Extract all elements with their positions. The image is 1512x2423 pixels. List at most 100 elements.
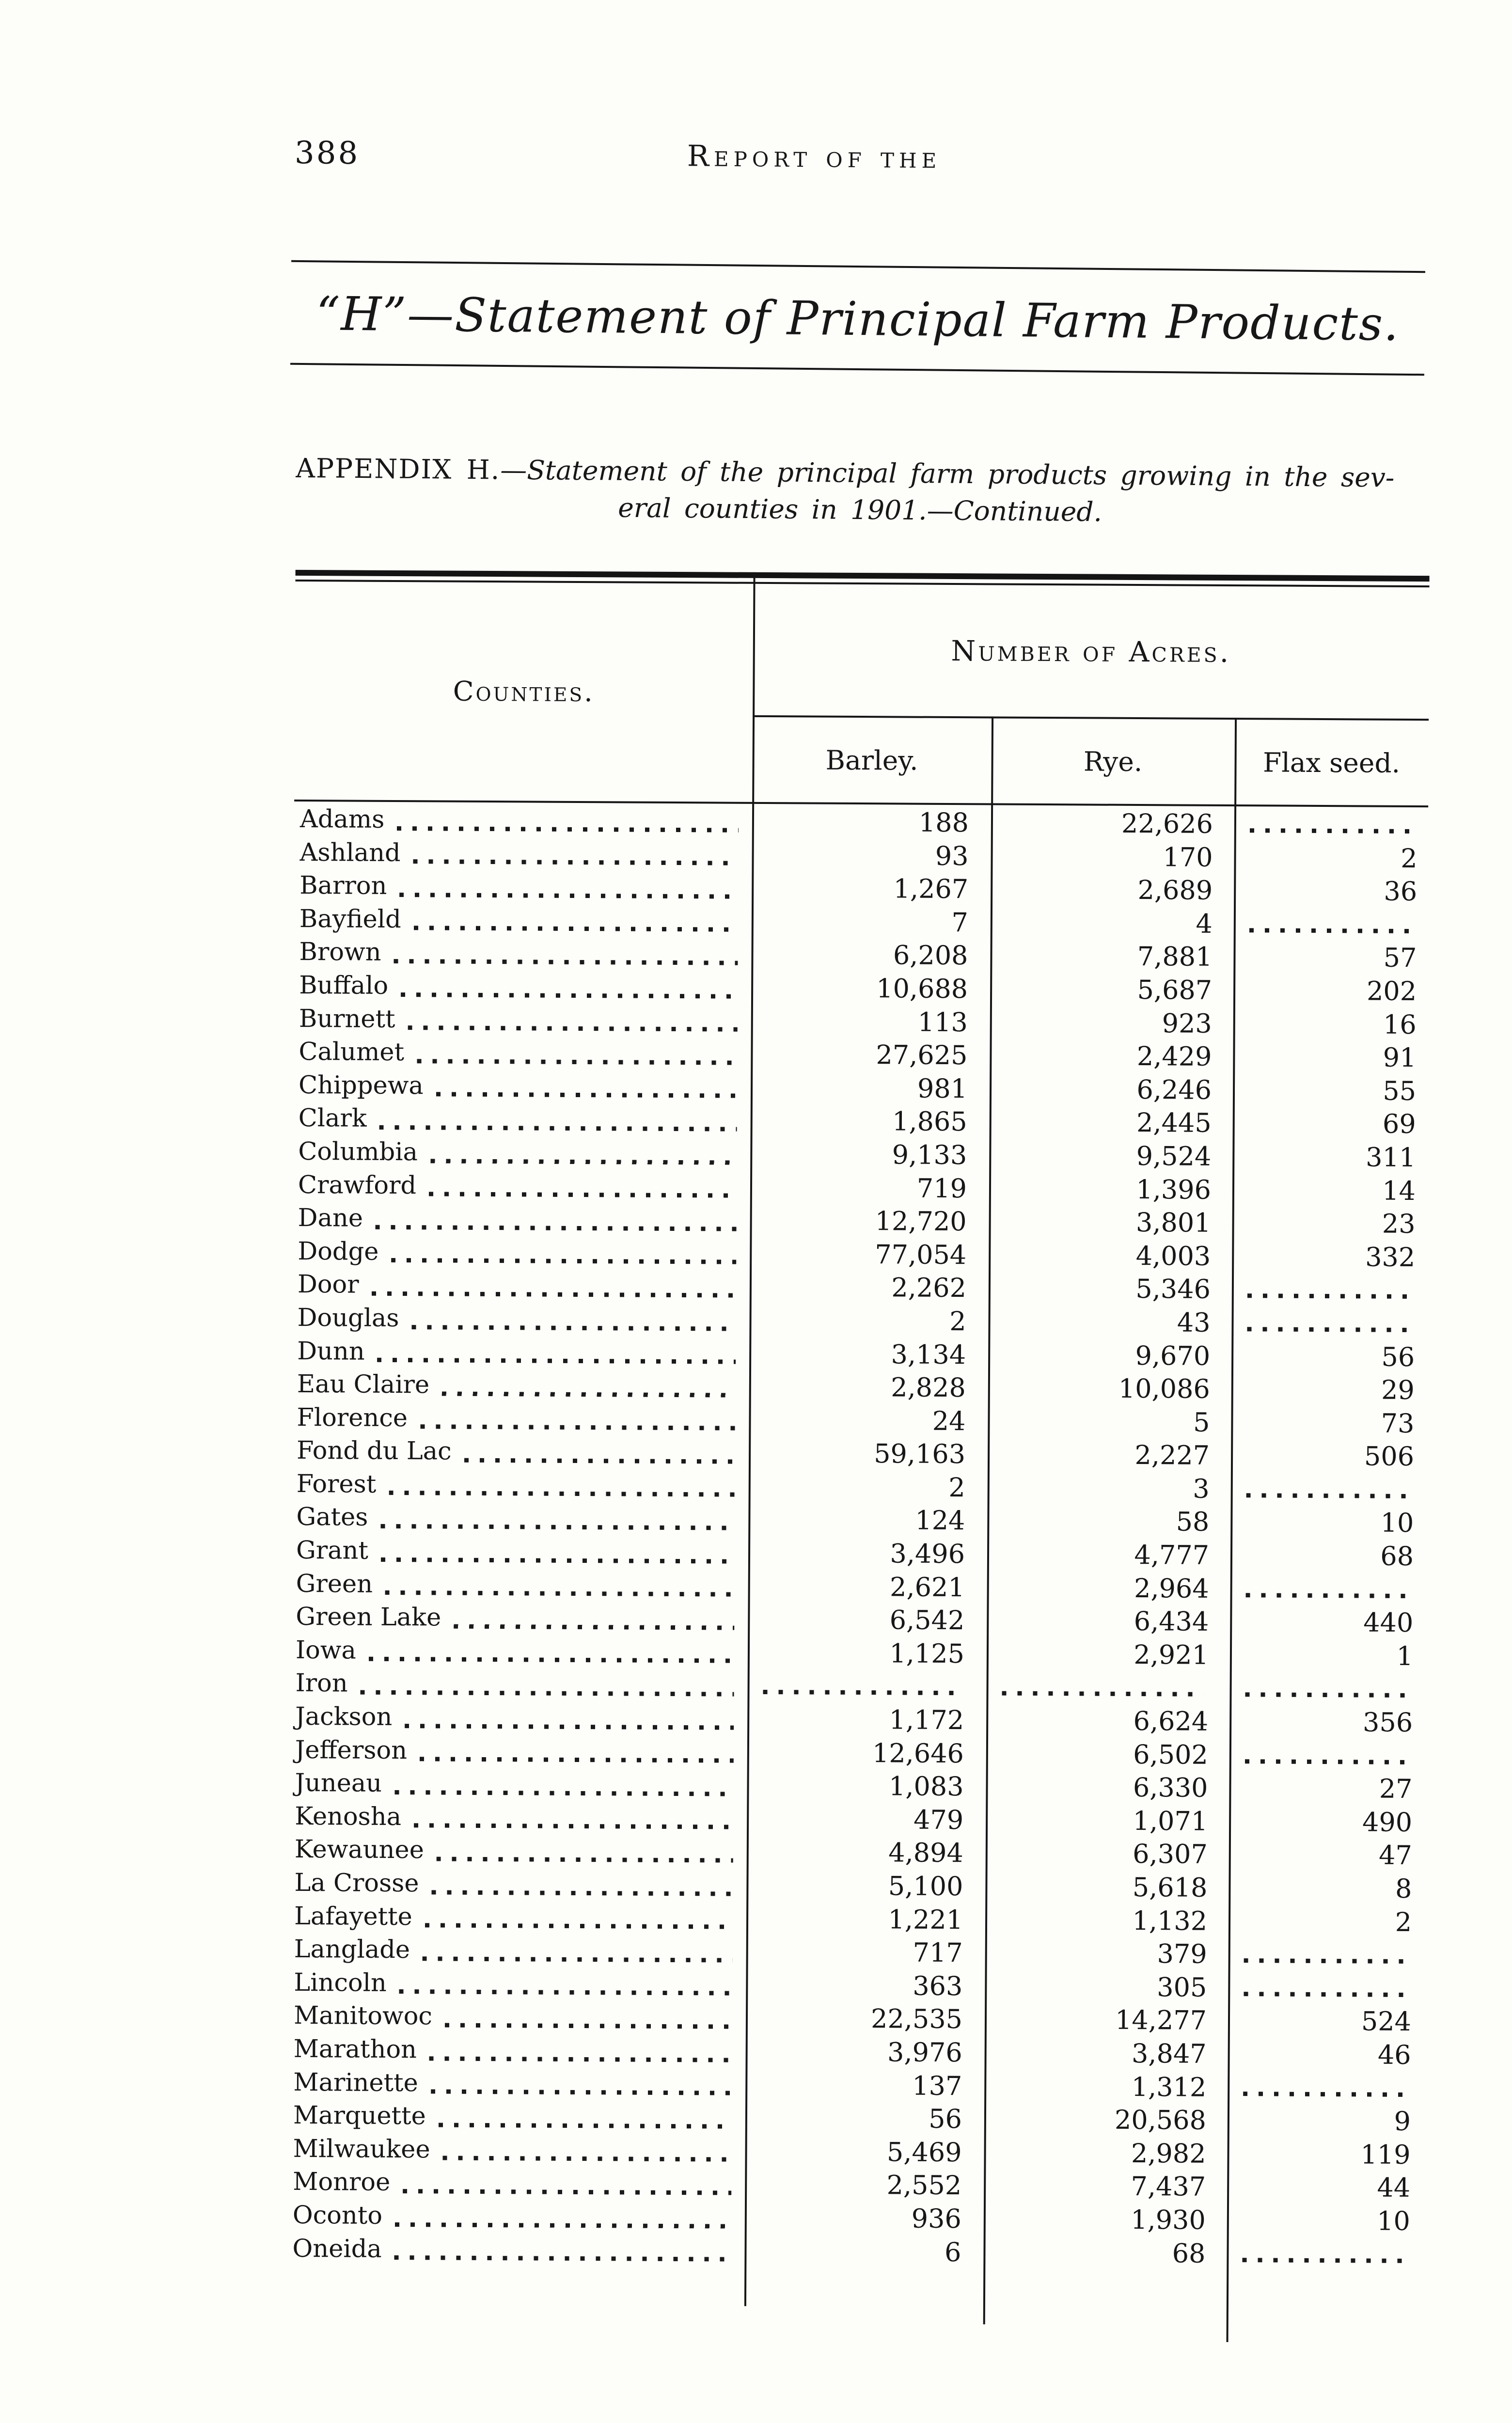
barley-value-cell: 12,646 xyxy=(872,1737,964,1769)
table-row: Barron 1,267 2,689 36 xyxy=(294,869,1428,909)
county-cell: Crawford xyxy=(292,1168,750,1204)
rye-value-cell: 1,396 xyxy=(1136,1174,1212,1205)
barley-value-cell: 2,262 xyxy=(891,1272,967,1304)
flax-value-cell: 91 xyxy=(1383,1042,1417,1073)
county-name: Lafayette xyxy=(294,1902,412,1931)
dotted-leader xyxy=(436,1092,738,1099)
county-name: Florence xyxy=(297,1403,408,1432)
barley-value-cell: 10,688 xyxy=(876,973,968,1005)
dotted-leader xyxy=(419,1757,734,1763)
county-name: Ashland xyxy=(299,838,401,867)
flax-value-cell: 27 xyxy=(1379,1773,1413,1805)
rye-value-cell: 1,071 xyxy=(1133,1805,1208,1837)
column-header-barley: Barley. xyxy=(825,744,918,776)
table-row: Monroe 2,552 7,437 44 xyxy=(287,2166,1421,2205)
county-cell: Dodge xyxy=(292,1235,750,1271)
barley-value-cell: 6,542 xyxy=(889,1605,965,1636)
barley-value-cell: 124 xyxy=(915,1505,965,1536)
dotted-leader xyxy=(442,2156,732,2162)
barley-value-cell xyxy=(747,1669,986,1704)
rye-value-cell: 58 xyxy=(1176,1506,1210,1538)
flax-value-cell: 10 xyxy=(1380,1508,1414,1539)
county-cell: Douglas xyxy=(291,1302,749,1337)
barley-value-cell: 5,469 xyxy=(886,2137,962,2168)
barley-value-cell: 27,625 xyxy=(876,1039,968,1071)
table-row: La Crosse 5,100 5,618 8 xyxy=(288,1867,1422,1906)
county-name: Marquette xyxy=(293,2101,426,2131)
county-cell: Kewaunee xyxy=(289,1833,747,1869)
table-row: Jefferson 12,646 6,502 xyxy=(289,1733,1423,1773)
barley-value-cell: 3,496 xyxy=(890,1538,965,1570)
dotted-leader xyxy=(430,2089,732,2095)
county-name: Barron xyxy=(299,871,387,901)
flax-value-cell xyxy=(1231,1473,1425,1507)
county-cell: Brown xyxy=(293,936,751,972)
county-cell: Green xyxy=(290,1568,748,1604)
barley-value-cell: 2,552 xyxy=(886,2170,962,2201)
column-header-flax-seed: Flax seed. xyxy=(1262,746,1401,779)
county-cell: Marathon xyxy=(287,2033,745,2069)
rye-value-cell: 305 xyxy=(1157,1972,1207,2003)
flax-value-cell: 9 xyxy=(1394,2106,1411,2137)
rye-value-cell: 3,801 xyxy=(1135,1207,1211,1238)
county-name: Langlade xyxy=(294,1935,410,1965)
page-number: 388 xyxy=(294,135,360,172)
county-name: Green Lake xyxy=(296,1603,441,1632)
table-row: Manitowoc 22,535 14,277 524 xyxy=(288,1999,1422,2039)
title-block: “H”—Statement of Principal Farm Products… xyxy=(290,260,1425,376)
flax-value-cell xyxy=(1234,808,1428,842)
dotted-leader xyxy=(385,1590,735,1597)
county-cell: Dunn xyxy=(291,1335,749,1370)
rye-value-cell: 5 xyxy=(1193,1407,1210,1438)
county-name: Grant xyxy=(296,1536,369,1565)
county-name: Door xyxy=(297,1270,359,1299)
county-name: Eau Claire xyxy=(297,1370,430,1400)
barley-value-cell: 137 xyxy=(912,2070,962,2101)
rye-value-cell: 2,429 xyxy=(1136,1041,1212,1072)
table-row: Eau Claire 2,828 10,086 29 xyxy=(291,1368,1425,1407)
flax-value-cell: 2 xyxy=(1401,843,1418,874)
flax-value-cell xyxy=(1228,1971,1422,2006)
rye-value-cell: 9,524 xyxy=(1136,1140,1212,1172)
rye-value-cell: 43 xyxy=(1177,1307,1211,1338)
rye-value-cell: 6,246 xyxy=(1136,1074,1212,1105)
county-name: Jackson xyxy=(295,1702,393,1732)
flax-value-cell: 69 xyxy=(1382,1109,1416,1140)
county-cell: Juneau xyxy=(289,1767,747,1803)
county-cell: Marinette xyxy=(287,2066,745,2102)
rye-value-cell: 4,777 xyxy=(1134,1540,1210,1571)
table-body: Adams 188 22,626 Ashland 93 170 2 Barron 1,267 2,… xyxy=(286,803,1428,2271)
barley-value-cell: 1,865 xyxy=(892,1106,967,1137)
county-name: Juneau xyxy=(295,1769,382,1798)
empty-cell-dots xyxy=(1247,1293,1410,1299)
flax-value-cell: 56 xyxy=(1381,1341,1415,1372)
county-cell: Eau Claire xyxy=(291,1368,749,1404)
rye-value-cell: 4 xyxy=(1196,908,1213,939)
table-row: Crawford 719 1,396 14 xyxy=(292,1168,1426,1208)
table-row: Iron xyxy=(289,1667,1423,1706)
table-row: Green Lake 6,542 6,434 440 xyxy=(290,1601,1424,1640)
empty-cell-dots xyxy=(1002,1691,1204,1697)
running-header: Report of the xyxy=(687,139,942,175)
barley-value-cell: 2,828 xyxy=(891,1372,966,1403)
barley-value-cell: 9,133 xyxy=(892,1139,967,1171)
barley-value-cell: 719 xyxy=(916,1173,967,1204)
flax-value-cell: 332 xyxy=(1365,1242,1416,1273)
barley-value-cell: 6,208 xyxy=(893,940,968,971)
county-name: Dane xyxy=(298,1204,363,1233)
county-cell: Jackson xyxy=(289,1700,747,1736)
rye-value-cell: 68 xyxy=(1172,2237,1206,2269)
empty-cell-dots xyxy=(1247,1327,1410,1332)
county-name: Burnett xyxy=(299,1004,395,1034)
table-row: Grant 3,496 4,777 68 xyxy=(290,1534,1424,1573)
county-cell: Grant xyxy=(290,1534,748,1570)
dotted-leader xyxy=(438,2123,732,2129)
flax-value-cell: 2 xyxy=(1395,1906,1412,1937)
table-row: Columbia 9,133 9,524 311 xyxy=(292,1135,1426,1175)
county-name: Oneida xyxy=(292,2234,382,2264)
county-name: Brown xyxy=(299,938,381,967)
table-row: Kenosha 479 1,071 490 xyxy=(289,1800,1423,1840)
county-name: Oconto xyxy=(292,2201,383,2230)
dotted-leader xyxy=(401,992,738,999)
counties-column-header: Counties. xyxy=(294,582,753,802)
